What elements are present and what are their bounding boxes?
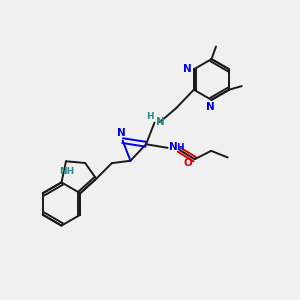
Text: N: N [206, 102, 215, 112]
Text: H: H [146, 112, 154, 122]
Text: H: H [176, 143, 184, 152]
Text: NH: NH [59, 167, 74, 176]
Text: O: O [184, 158, 192, 168]
Text: N: N [169, 142, 177, 152]
Text: N: N [117, 128, 125, 138]
Text: N: N [156, 117, 165, 127]
Text: N: N [183, 64, 191, 74]
